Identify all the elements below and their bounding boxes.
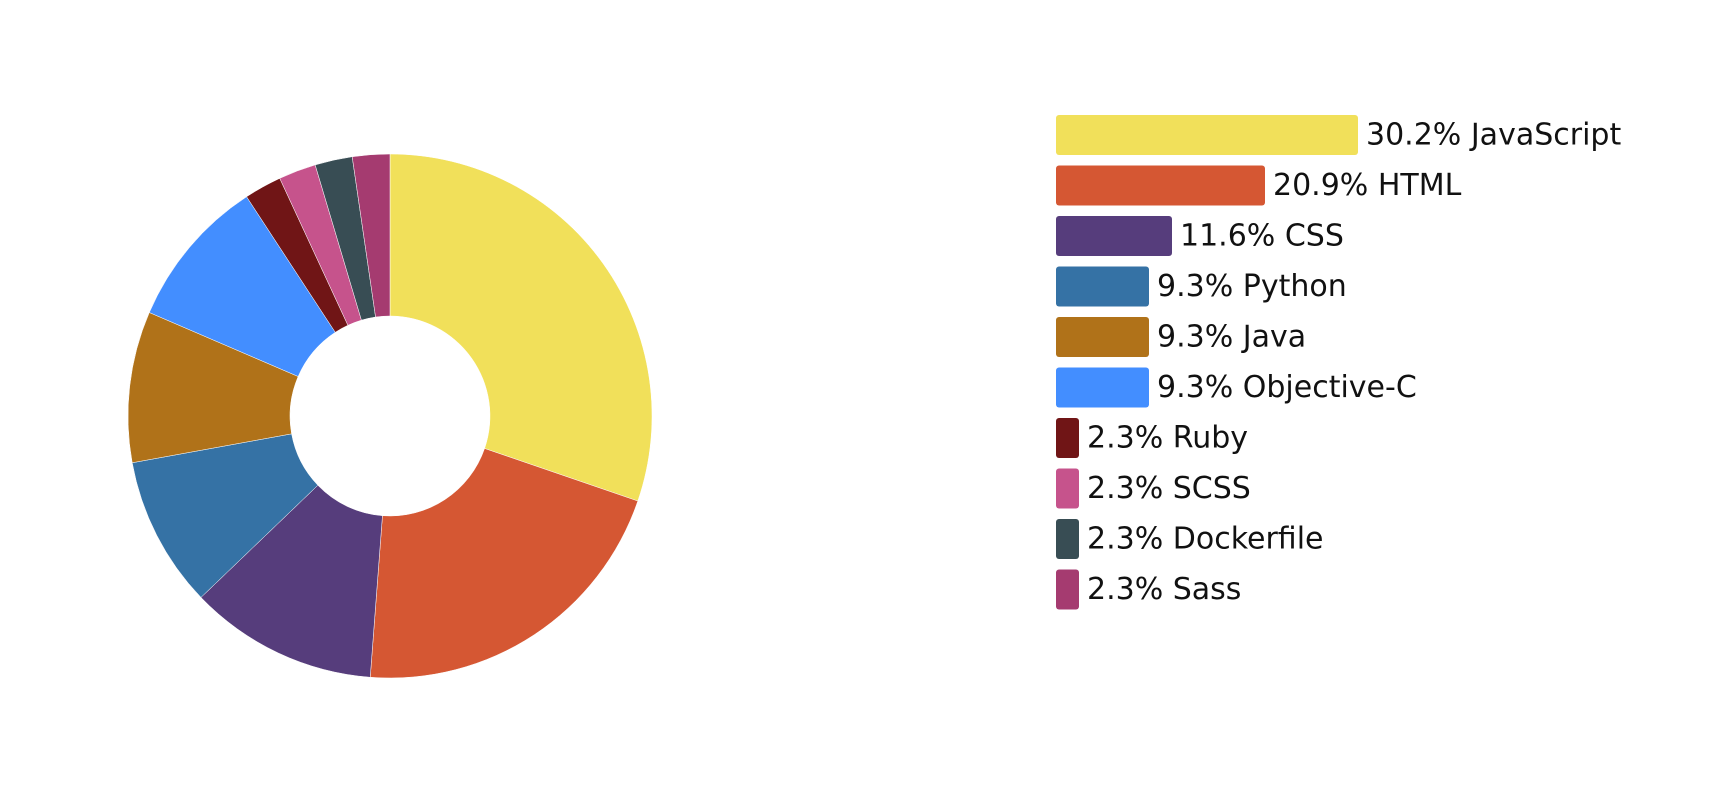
legend-bar-scss [1056,468,1079,509]
legend-label-sass: 2.3% Sass [1087,572,1241,607]
legend-label-javascript: 30.2% JavaScript [1366,118,1621,153]
legend-bar-objective-c [1056,367,1149,408]
legend-bar-java [1056,317,1149,357]
legend-label-scss: 2.3% SCSS [1087,471,1251,506]
slice-css [200,484,383,678]
slice-javascript [389,153,653,502]
legend-bar-ruby [1056,418,1079,458]
legend-bar-sass [1056,569,1079,610]
legend-bar-javascript [1056,115,1358,155]
slice-html [369,448,639,679]
legend-bar-html [1056,165,1265,206]
legend-label-python: 9.3% Python [1157,269,1347,304]
legend-label-objective-c: 9.3% Objective-C [1157,370,1417,405]
legend-label-java: 9.3% Java [1157,320,1306,355]
donut-slices [127,153,653,679]
legend-label-css: 11.6% CSS [1180,219,1344,254]
slice-sass [351,153,391,318]
legend-bar-python [1056,266,1149,307]
legend-label-dockerfile: 2.3% Dockerfile [1087,522,1323,557]
legend-label-html: 20.9% HTML [1273,168,1462,203]
legend: 30.2% JavaScript 20.9% HTML 11.6% CSS 9.3% … [1056,115,1621,610]
legend-label-ruby: 2.3% Ruby [1087,421,1248,456]
legend-bar-css [1056,216,1172,256]
legend-bar-dockerfile [1056,519,1079,559]
